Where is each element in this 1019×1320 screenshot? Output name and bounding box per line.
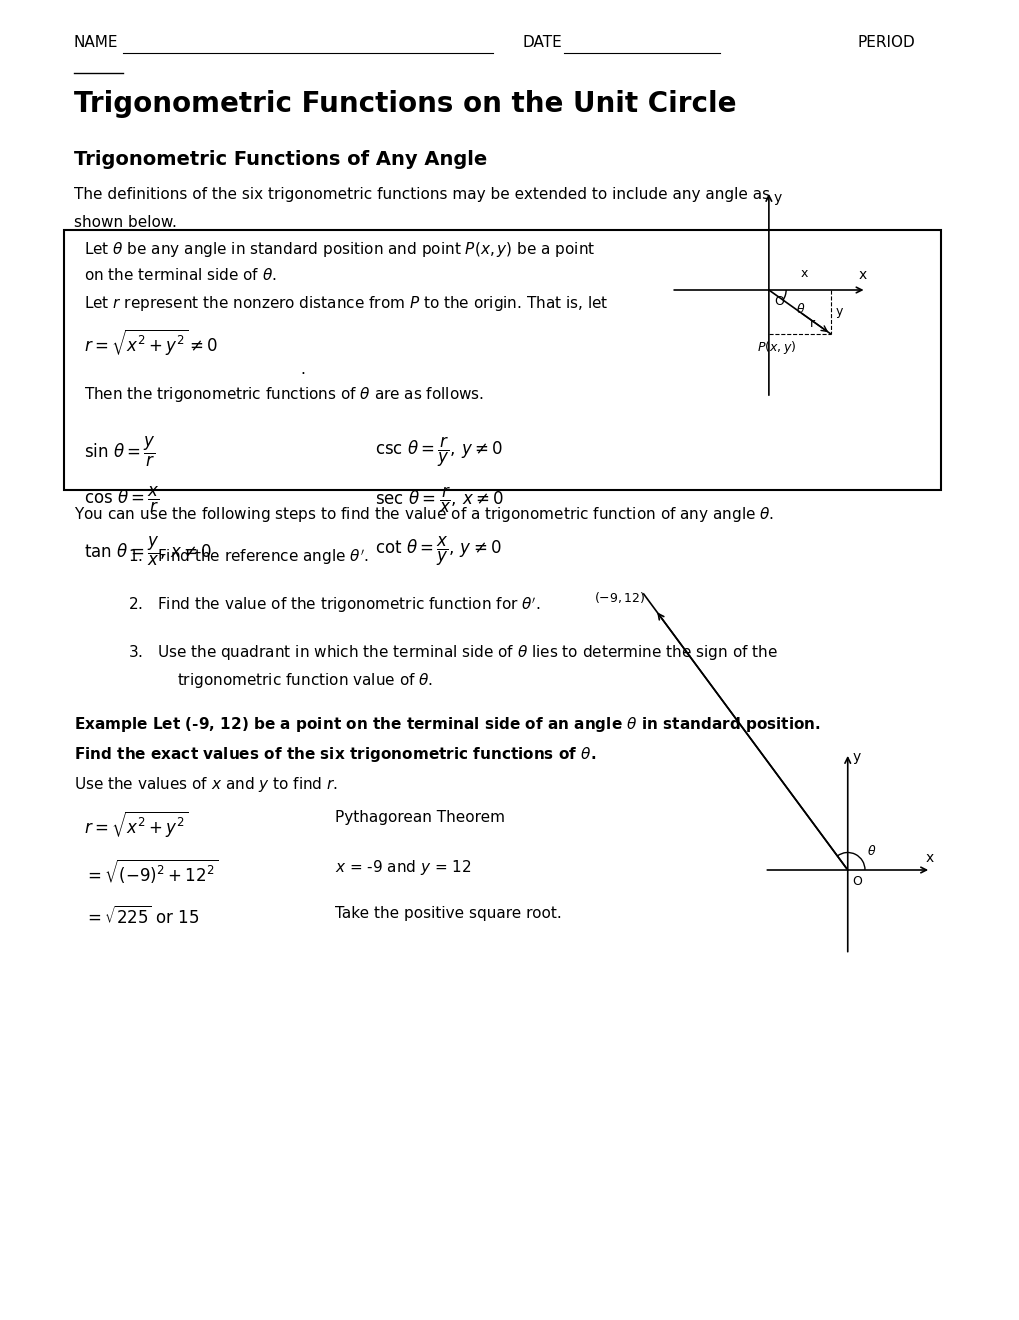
Text: Trigonometric Functions of Any Angle: Trigonometric Functions of Any Angle: [73, 150, 487, 169]
Text: Pythagorean Theorem: Pythagorean Theorem: [335, 810, 504, 825]
FancyBboxPatch shape: [64, 230, 941, 490]
Text: Let $r$ represent the nonzero distance from $P$ to the origin. That is, let: Let $r$ represent the nonzero distance f…: [84, 294, 607, 313]
Text: $\sec\,\theta = \dfrac{r}{x},\, x \neq 0$: $\sec\,\theta = \dfrac{r}{x},\, x \neq 0…: [374, 484, 503, 515]
Text: 2.   Find the value of the trigonometric function for $\theta'$.: 2. Find the value of the trigonometric f…: [128, 595, 540, 615]
Text: Find the exact values of the six trigonometric functions of $\theta$.: Find the exact values of the six trigono…: [73, 744, 595, 764]
Text: $= \sqrt{225}$ or $15$: $= \sqrt{225}$ or $15$: [84, 906, 199, 928]
Text: Trigonometric Functions on the Unit Circle: Trigonometric Functions on the Unit Circ…: [73, 90, 736, 117]
Text: 1.   Find the reference angle $\theta'$.: 1. Find the reference angle $\theta'$.: [128, 546, 369, 566]
Text: shown below.: shown below.: [73, 215, 176, 230]
Text: $P(x, y)$: $P(x, y)$: [756, 339, 796, 356]
Text: y: y: [835, 305, 842, 318]
Text: O: O: [773, 294, 783, 308]
Text: You can use the following steps to find the value of a trigonometric function of: You can use the following steps to find …: [73, 506, 773, 524]
Text: .: .: [301, 362, 306, 378]
Text: $r = \sqrt{x^2 + y^2} \neq 0$: $r = \sqrt{x^2 + y^2} \neq 0$: [84, 327, 218, 358]
Text: DATE: DATE: [522, 36, 561, 50]
Text: PERIOD: PERIOD: [857, 36, 914, 50]
Text: 3.   Use the quadrant in which the terminal side of $\theta$ lies to determine t: 3. Use the quadrant in which the termina…: [128, 643, 777, 663]
Text: $\theta$: $\theta$: [866, 843, 876, 858]
Text: $(-9, 12)$: $(-9, 12)$: [594, 590, 645, 605]
Text: r: r: [809, 317, 814, 330]
Text: $\cot\,\theta = \dfrac{x}{y},\, y \neq 0$: $\cot\,\theta = \dfrac{x}{y},\, y \neq 0…: [374, 535, 500, 568]
Text: Example Let (-9, 12) be a point on the terminal side of an angle $\theta$ in sta: Example Let (-9, 12) be a point on the t…: [73, 715, 820, 734]
Text: on the terminal side of $\theta$.: on the terminal side of $\theta$.: [84, 267, 276, 282]
Text: $= \sqrt{(-9)^2 + 12^2}$: $= \sqrt{(-9)^2 + 12^2}$: [84, 858, 218, 886]
Text: $\csc\,\theta = \dfrac{r}{y},\, y \neq 0$: $\csc\,\theta = \dfrac{r}{y},\, y \neq 0…: [374, 436, 501, 469]
Text: x: x: [800, 267, 807, 280]
Text: Use the values of $x$ and $y$ to find $r$.: Use the values of $x$ and $y$ to find $r…: [73, 775, 337, 795]
Text: Take the positive square root.: Take the positive square root.: [335, 906, 561, 921]
Text: y: y: [773, 191, 782, 205]
Text: $\tan\,\theta = \dfrac{y}{x},\, x \neq 0$: $\tan\,\theta = \dfrac{y}{x},\, x \neq 0…: [84, 535, 212, 568]
Text: $\theta$: $\theta$: [796, 302, 805, 315]
Text: $r = \sqrt{x^2 + y^2}$: $r = \sqrt{x^2 + y^2}$: [84, 810, 189, 841]
Text: x: x: [857, 268, 865, 282]
Text: O: O: [852, 875, 862, 888]
Text: x: x: [925, 851, 933, 865]
Text: y: y: [852, 750, 860, 764]
Text: $x$ = -9 and $y$ = 12: $x$ = -9 and $y$ = 12: [335, 858, 472, 876]
Text: $\cos\,\theta = \dfrac{x}{r}$: $\cos\,\theta = \dfrac{x}{r}$: [84, 484, 160, 515]
Text: NAME: NAME: [73, 36, 118, 50]
Text: The definitions of the six trigonometric functions may be extended to include an: The definitions of the six trigonometric…: [73, 187, 769, 202]
Text: $\sin\,\theta = \dfrac{y}{r}$: $\sin\,\theta = \dfrac{y}{r}$: [84, 436, 156, 469]
Text: Let $\theta$ be any angle in standard position and point $P(x, y)$ be a point: Let $\theta$ be any angle in standard po…: [84, 240, 594, 259]
Text: trigonometric function value of $\theta$.: trigonometric function value of $\theta$…: [177, 671, 433, 690]
Text: Then the trigonometric functions of $\theta$ are as follows.: Then the trigonometric functions of $\th…: [84, 385, 483, 404]
